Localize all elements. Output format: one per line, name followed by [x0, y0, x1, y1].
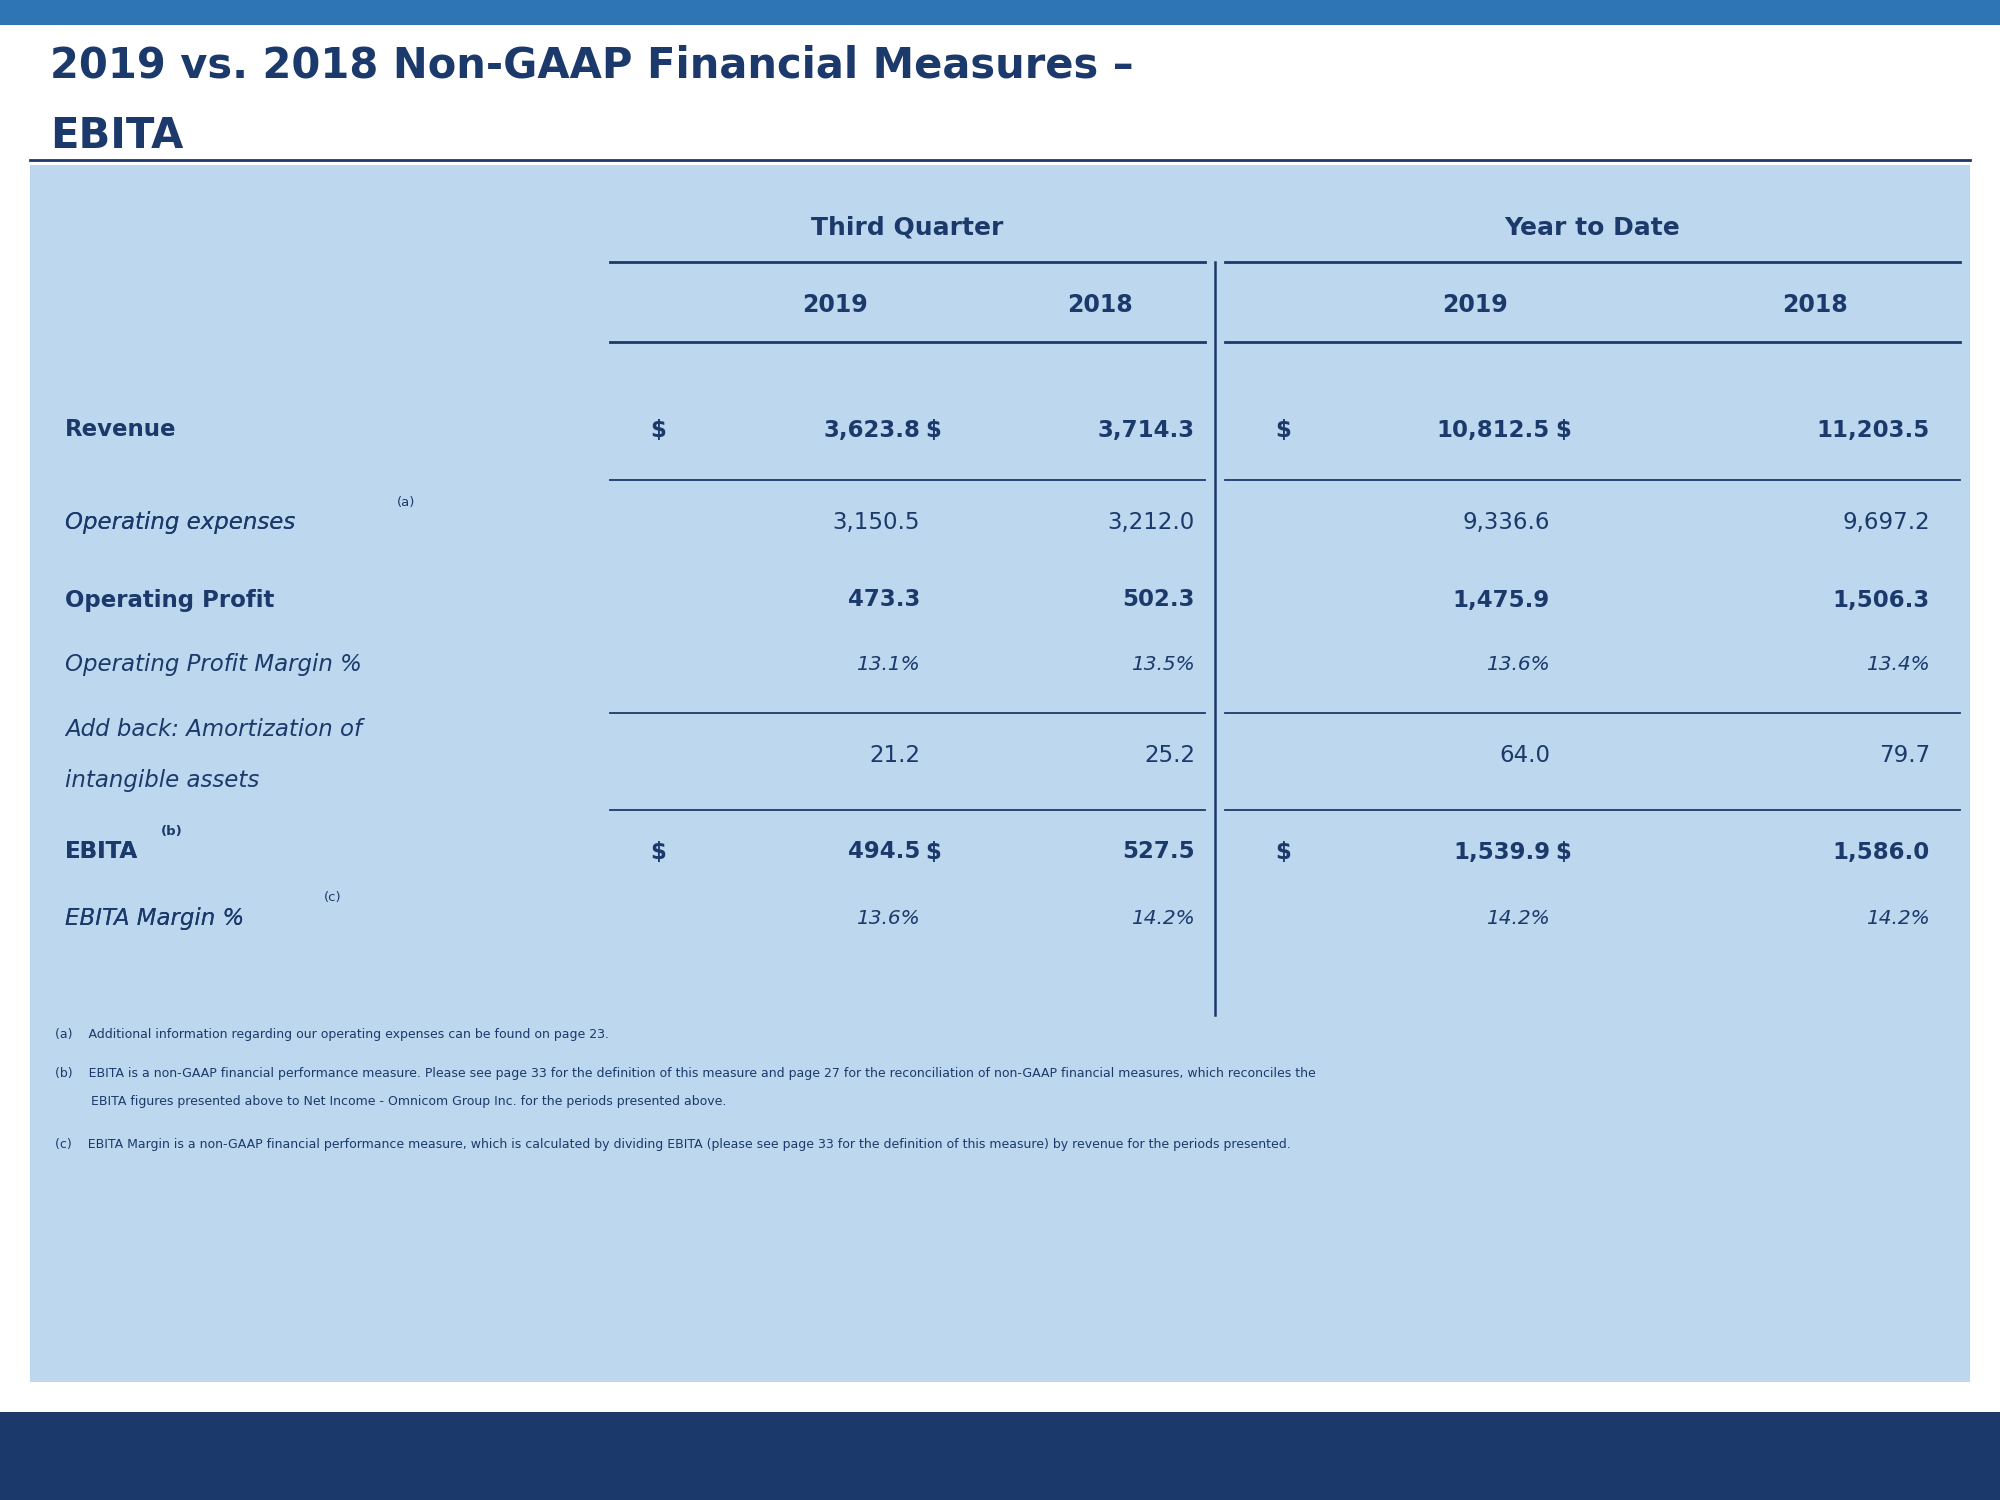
Text: 10,812.5: 10,812.5	[1436, 419, 1550, 441]
Text: 2019: 2019	[802, 292, 868, 316]
Text: 13.6%: 13.6%	[856, 909, 920, 927]
Text: Add back: Amortization of: Add back: Amortization of	[64, 718, 362, 741]
Text: 502.3: 502.3	[1122, 588, 1196, 612]
Text: EBITA: EBITA	[64, 840, 138, 864]
Text: Year to Date: Year to Date	[1504, 216, 1680, 240]
Text: 64.0: 64.0	[1500, 744, 1550, 766]
Text: (b): (b)	[160, 825, 182, 839]
Text: 3,714.3: 3,714.3	[1098, 419, 1196, 441]
Text: 3,623.8: 3,623.8	[824, 419, 920, 441]
Text: 13.4%: 13.4%	[1866, 656, 1930, 675]
Text: EBITA: EBITA	[50, 116, 184, 158]
Text: 9,697.2: 9,697.2	[1842, 510, 1930, 534]
Text: 26: 26	[1944, 1448, 1966, 1466]
Text: 3,212.0: 3,212.0	[1108, 510, 1196, 534]
Text: (c): (c)	[324, 891, 342, 904]
Text: $: $	[1276, 840, 1290, 864]
Text: 14.2%: 14.2%	[1866, 909, 1930, 927]
Text: (a)    Additional information regarding our operating expenses can be found on p: (a) Additional information regarding our…	[56, 1028, 608, 1041]
Text: $: $	[1276, 419, 1290, 441]
Text: 11,203.5: 11,203.5	[1816, 419, 1930, 441]
Text: 21.2: 21.2	[868, 744, 920, 766]
Text: $: $	[1556, 419, 1570, 441]
Text: EBITA Margin %: EBITA Margin %	[64, 906, 244, 930]
Text: Operating Profit Margin %: Operating Profit Margin %	[64, 654, 362, 676]
Text: 14.2%: 14.2%	[1486, 909, 1550, 927]
Text: $: $	[650, 419, 666, 441]
Text: 2019: 2019	[1442, 292, 1508, 316]
Text: $: $	[650, 840, 666, 864]
FancyBboxPatch shape	[0, 1412, 2000, 1500]
Text: Revenue: Revenue	[64, 419, 176, 441]
Text: 473.3: 473.3	[848, 588, 920, 612]
Text: 1,539.9: 1,539.9	[1452, 840, 1550, 864]
FancyBboxPatch shape	[30, 165, 1970, 1382]
Text: 25.2: 25.2	[1144, 744, 1196, 766]
Text: (b)    EBITA is a non-GAAP financial performance measure. Please see page 33 for: (b) EBITA is a non-GAAP financial perfor…	[56, 1066, 1316, 1080]
Text: 13.1%: 13.1%	[856, 656, 920, 675]
Text: 2018: 2018	[1782, 292, 1848, 316]
Text: October 15, 2019: October 15, 2019	[1450, 1448, 1608, 1466]
Text: $: $	[1556, 840, 1570, 864]
Text: 1,506.3: 1,506.3	[1832, 588, 1930, 612]
Text: Operating Profit: Operating Profit	[64, 588, 274, 612]
Text: EBITA figures presented above to Net Income - Omnicom Group Inc. for the periods: EBITA figures presented above to Net Inc…	[56, 1095, 726, 1108]
FancyBboxPatch shape	[0, 0, 2000, 26]
Text: 1,475.9: 1,475.9	[1452, 588, 1550, 612]
Text: (c)    EBITA Margin is a non-GAAP financial performance measure, which is calcul: (c) EBITA Margin is a non-GAAP financial…	[56, 1138, 1290, 1150]
Text: EBITA: EBITA	[64, 840, 138, 864]
Text: 14.2%: 14.2%	[1132, 909, 1196, 927]
Text: 13.6%: 13.6%	[1486, 656, 1550, 675]
Text: 9,336.6: 9,336.6	[1462, 510, 1550, 534]
Text: 1,586.0: 1,586.0	[1832, 840, 1930, 864]
Text: 2018: 2018	[1068, 292, 1132, 316]
Text: Operating expenses: Operating expenses	[64, 510, 296, 534]
Text: $: $	[924, 840, 940, 864]
Text: 494.5: 494.5	[848, 840, 920, 864]
Text: 13.5%: 13.5%	[1132, 656, 1196, 675]
Text: $: $	[924, 419, 940, 441]
Text: (a): (a)	[396, 495, 416, 508]
Text: Third Quarter: Third Quarter	[812, 216, 1004, 240]
Text: 79.7: 79.7	[1878, 744, 1930, 766]
Text: Operating expenses: Operating expenses	[64, 510, 296, 534]
Text: Group: Group	[236, 1446, 298, 1466]
Text: 2019 vs. 2018 Non-GAAP Financial Measures –: 2019 vs. 2018 Non-GAAP Financial Measure…	[50, 45, 1134, 87]
Text: EBITA Margin %: EBITA Margin %	[64, 906, 244, 930]
Text: intangible assets: intangible assets	[64, 768, 260, 792]
Text: Omnicom: Omnicom	[56, 1446, 164, 1466]
Text: 3,150.5: 3,150.5	[832, 510, 920, 534]
Text: 527.5: 527.5	[1122, 840, 1196, 864]
